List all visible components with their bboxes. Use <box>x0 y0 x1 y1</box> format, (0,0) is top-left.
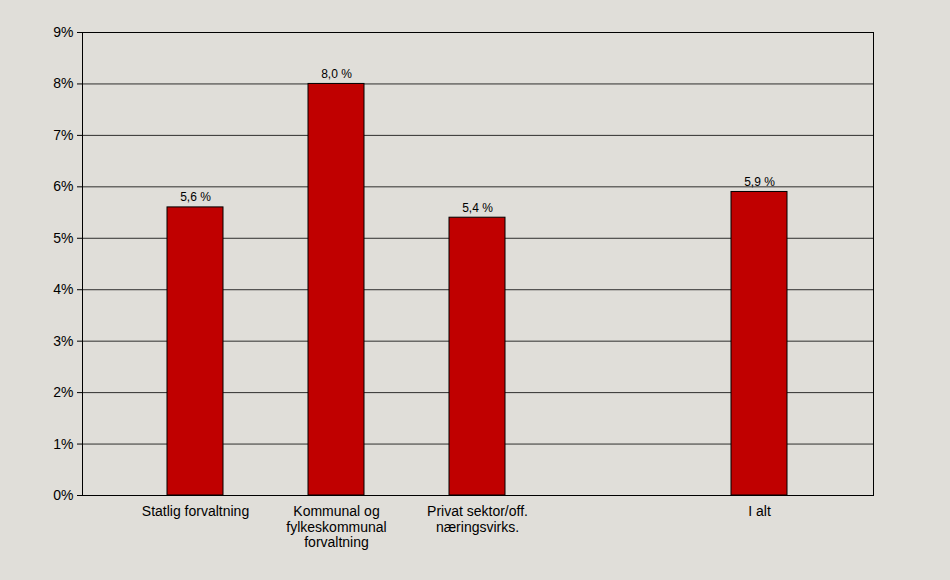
svg-text:5%: 5% <box>53 230 73 246</box>
svg-text:5,9 %: 5,9 % <box>744 175 775 189</box>
svg-text:Privat sektor/off.næringsvirks: Privat sektor/off.næringsvirks. <box>427 503 528 534</box>
svg-text:1%: 1% <box>53 436 73 452</box>
svg-text:3%: 3% <box>53 333 73 349</box>
svg-text:8,0 %: 8,0 % <box>321 67 352 81</box>
svg-text:I alt: I alt <box>748 503 771 519</box>
svg-text:7%: 7% <box>53 127 73 143</box>
svg-text:2%: 2% <box>53 384 73 400</box>
svg-text:8%: 8% <box>53 75 73 91</box>
svg-text:0%: 0% <box>53 487 73 503</box>
svg-text:9%: 9% <box>53 24 73 40</box>
svg-text:5,6 %: 5,6 % <box>180 190 211 204</box>
svg-text:6%: 6% <box>53 178 73 194</box>
svg-text:Statlig forvaltning: Statlig forvaltning <box>142 503 249 519</box>
svg-text:4%: 4% <box>53 281 73 297</box>
svg-text:Kommunal ogfylkeskommunalforva: Kommunal ogfylkeskommunalforvaltning <box>286 503 386 550</box>
svg-text:5,4 %: 5,4 % <box>462 201 493 215</box>
